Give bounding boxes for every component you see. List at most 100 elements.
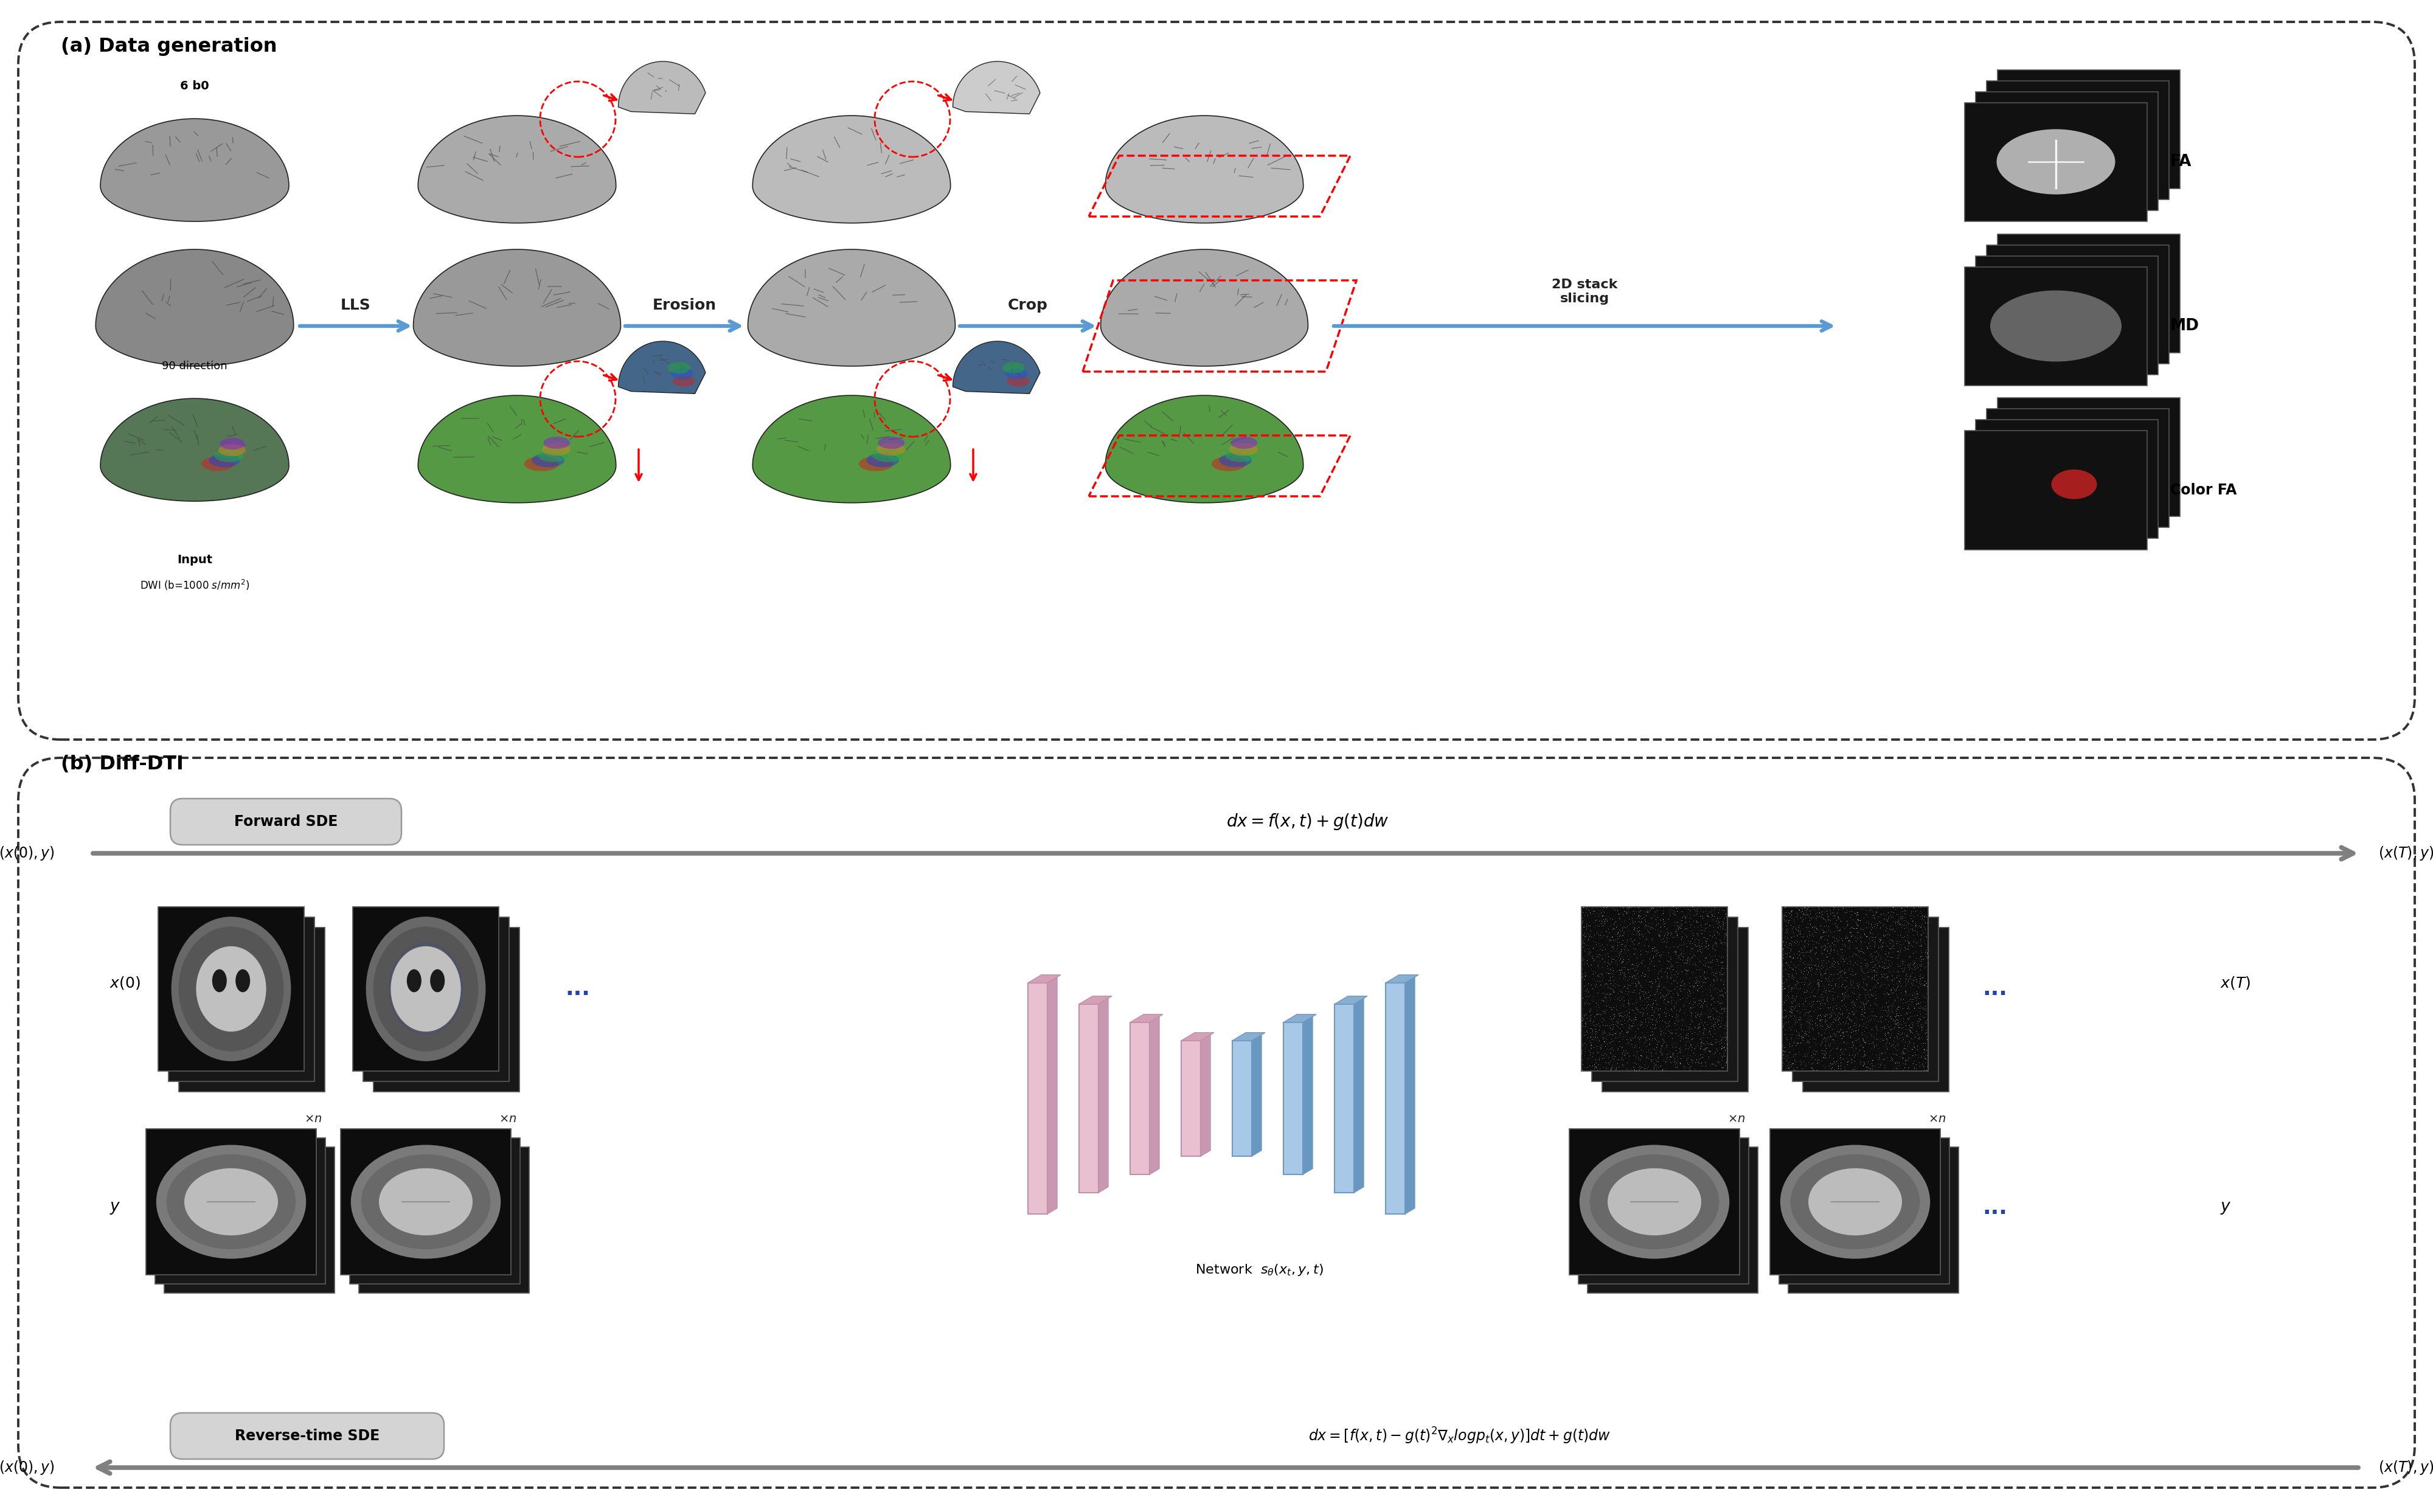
Bar: [360, 1148, 530, 1293]
Bar: [1997, 234, 2180, 352]
Ellipse shape: [197, 947, 265, 1031]
Text: $dx = [f(x,t) - g(t)^2\nabla_x logp_t(x,y)]dt + g(t)dw$: $dx = [f(x,t) - g(t)^2\nabla_x logp_t(x,…: [1309, 1426, 1611, 1445]
Ellipse shape: [360, 1154, 491, 1249]
Ellipse shape: [372, 927, 479, 1051]
Ellipse shape: [1990, 455, 2122, 526]
Ellipse shape: [533, 454, 564, 467]
Bar: [1985, 80, 2170, 200]
Bar: [1591, 918, 1737, 1081]
Text: $x(0)$: $x(0)$: [109, 975, 141, 990]
Polygon shape: [1180, 1033, 1214, 1040]
Text: Input: Input: [178, 553, 212, 565]
FancyBboxPatch shape: [170, 1412, 443, 1459]
Bar: [156, 1139, 326, 1284]
Bar: [1963, 103, 2146, 221]
Bar: [158, 907, 304, 1070]
Bar: [178, 927, 326, 1092]
Text: Reverse-time SDE: Reverse-time SDE: [234, 1429, 380, 1444]
Bar: [1803, 927, 1949, 1092]
Polygon shape: [954, 62, 1039, 113]
Text: $y$: $y$: [2219, 1201, 2231, 1216]
Ellipse shape: [1002, 361, 1024, 373]
Ellipse shape: [350, 1145, 501, 1259]
Bar: [1569, 1129, 1740, 1275]
Ellipse shape: [170, 916, 292, 1061]
Bar: [1078, 1004, 1097, 1193]
Bar: [350, 1139, 521, 1284]
Text: $(x(0), y)$: $(x(0), y)$: [0, 1459, 54, 1476]
Ellipse shape: [202, 457, 234, 470]
Text: $\times n$: $\times n$: [1727, 1113, 1744, 1125]
Text: $\times n$: $\times n$: [499, 1113, 516, 1125]
Text: $(x(T), y)$: $(x(T), y)$: [2379, 1459, 2433, 1476]
Text: $x(T)$: $x(T)$: [2219, 975, 2251, 990]
Ellipse shape: [214, 449, 243, 463]
Ellipse shape: [219, 445, 246, 457]
Bar: [1985, 410, 2170, 528]
Ellipse shape: [1808, 1169, 1903, 1235]
Polygon shape: [1353, 998, 1362, 1193]
Polygon shape: [1078, 996, 1112, 1004]
Ellipse shape: [1229, 443, 1258, 455]
Bar: [1387, 983, 1406, 1214]
Ellipse shape: [431, 969, 445, 992]
Polygon shape: [1251, 1034, 1260, 1157]
Bar: [1581, 907, 1727, 1070]
Ellipse shape: [1226, 449, 1255, 463]
Ellipse shape: [1997, 129, 2114, 195]
Bar: [1793, 918, 1939, 1081]
Polygon shape: [1097, 998, 1109, 1193]
Ellipse shape: [538, 449, 569, 463]
Text: ...: ...: [1983, 978, 2007, 999]
Text: Forward SDE: Forward SDE: [234, 815, 338, 829]
Text: ...: ...: [1983, 1198, 2007, 1219]
Ellipse shape: [543, 437, 569, 449]
Text: $(x(T), y)$: $(x(T), y)$: [2379, 845, 2433, 862]
Bar: [1976, 92, 2158, 210]
Bar: [363, 918, 508, 1081]
Polygon shape: [618, 342, 706, 393]
Bar: [1601, 927, 1747, 1092]
Ellipse shape: [1579, 1145, 1730, 1259]
Polygon shape: [1148, 1016, 1158, 1175]
Polygon shape: [1129, 1015, 1163, 1022]
Text: MD: MD: [2170, 318, 2199, 334]
Ellipse shape: [1007, 375, 1029, 387]
Bar: [375, 927, 521, 1092]
Ellipse shape: [1231, 437, 1258, 449]
Ellipse shape: [156, 1145, 307, 1259]
Ellipse shape: [543, 443, 572, 455]
Polygon shape: [1387, 975, 1418, 983]
Polygon shape: [1105, 396, 1304, 503]
Bar: [1781, 907, 1927, 1070]
Text: 6 b0: 6 b0: [180, 80, 209, 92]
Ellipse shape: [185, 1169, 277, 1235]
Bar: [341, 1129, 511, 1275]
Text: (b) Diff-DTI: (b) Diff-DTI: [61, 754, 182, 774]
Ellipse shape: [866, 454, 900, 467]
Ellipse shape: [669, 361, 691, 373]
Bar: [1586, 1148, 1757, 1293]
Bar: [168, 918, 314, 1081]
Polygon shape: [1105, 115, 1304, 224]
Polygon shape: [1285, 1015, 1316, 1022]
Bar: [1997, 398, 2180, 517]
Text: $\times n$: $\times n$: [1929, 1113, 1946, 1125]
Bar: [1771, 1129, 1942, 1275]
Polygon shape: [1304, 1016, 1314, 1175]
Polygon shape: [1100, 249, 1309, 366]
Ellipse shape: [406, 969, 421, 992]
Text: $y$: $y$: [109, 1201, 122, 1216]
Polygon shape: [747, 249, 956, 366]
Polygon shape: [1027, 975, 1061, 983]
Text: DWI (b=1000 $s/mm^2$): DWI (b=1000 $s/mm^2$): [139, 579, 251, 591]
Polygon shape: [1333, 996, 1367, 1004]
Bar: [1997, 70, 2180, 187]
Polygon shape: [1406, 977, 1416, 1214]
Polygon shape: [100, 119, 290, 221]
Ellipse shape: [236, 969, 251, 992]
Polygon shape: [752, 396, 951, 503]
Ellipse shape: [878, 437, 905, 449]
Ellipse shape: [1589, 1154, 1720, 1249]
Text: $dx = f(x,t) + g(t)dw$: $dx = f(x,t) + g(t)dw$: [1226, 812, 1389, 832]
